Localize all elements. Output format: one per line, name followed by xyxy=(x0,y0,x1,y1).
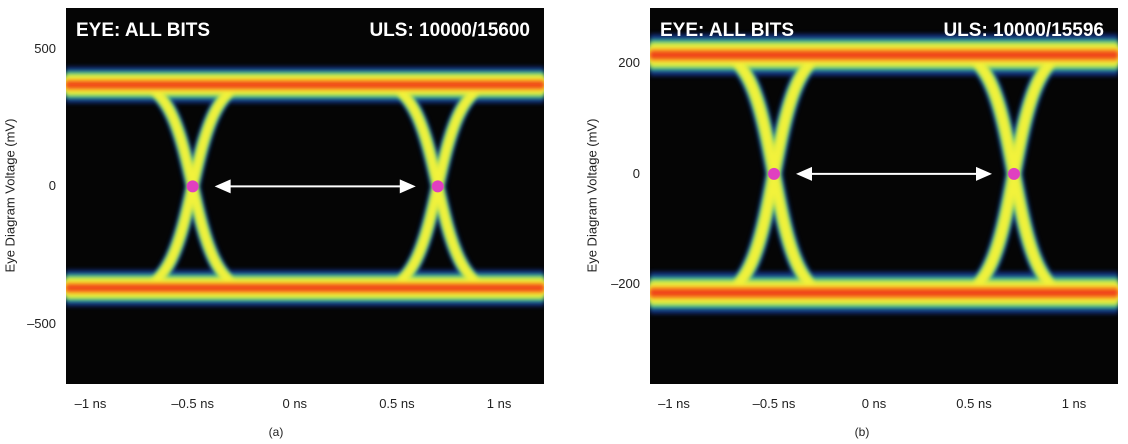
y-tick-label: 0 xyxy=(48,178,56,194)
ylabel-b: Eye Diagram Voltage (mV) xyxy=(584,118,600,273)
x-tick-label: –1 ns xyxy=(74,396,107,411)
eye-plot-b: EYE: ALL BITS ULS: 10000/15596 xyxy=(650,8,1118,384)
eye-crossing-point xyxy=(431,180,444,193)
caption-b: (b) xyxy=(854,425,870,439)
arrow-head-icon xyxy=(399,179,416,194)
y-tick-label: 500 xyxy=(34,41,56,57)
x-tick-label: –0.5 ns xyxy=(752,396,796,411)
title-left-b: EYE: ALL BITS xyxy=(660,20,795,41)
eye-crossing-point xyxy=(768,167,780,180)
arrow-head-icon xyxy=(796,166,812,181)
arrow-head-icon xyxy=(976,166,992,181)
y-tick-label: 200 xyxy=(618,55,640,71)
arrow-head-icon xyxy=(214,179,231,194)
x-tick-label: –1 ns xyxy=(658,396,690,411)
y-tick-label: –200 xyxy=(611,276,640,292)
eye-traces-b xyxy=(650,33,1118,314)
eye-traces-a xyxy=(66,66,544,307)
x-tick-label: 0.5 ns xyxy=(379,396,415,411)
eye-trace-layer xyxy=(650,51,1118,296)
title-left-a: EYE: ALL BITS xyxy=(76,20,211,41)
x-tick-label: 0.5 ns xyxy=(956,396,992,411)
title-right-a: ULS: 10000/15600 xyxy=(369,20,530,41)
x-tick-label: –0.5 ns xyxy=(171,396,214,411)
x-tick-label: 0 ns xyxy=(282,396,308,411)
eye-plot-a: EYE: ALL BITS ULS: 10000/15600 xyxy=(66,8,544,384)
title-right-b: ULS: 10000/15596 xyxy=(943,20,1104,41)
y-tick-label: –500 xyxy=(27,315,56,331)
caption-a: (a) xyxy=(268,425,284,439)
ylabel-a: Eye Diagram Voltage (mV) xyxy=(2,118,18,273)
y-tick-label: 0 xyxy=(632,165,640,181)
x-tick-label: 1 ns xyxy=(486,396,512,411)
eye-crossing-point xyxy=(186,180,199,193)
eye-trace-layer xyxy=(66,82,544,291)
x-tick-label: 1 ns xyxy=(1061,396,1087,411)
eye-crossing-point xyxy=(1008,167,1020,180)
x-tick-label: 0 ns xyxy=(861,396,887,411)
